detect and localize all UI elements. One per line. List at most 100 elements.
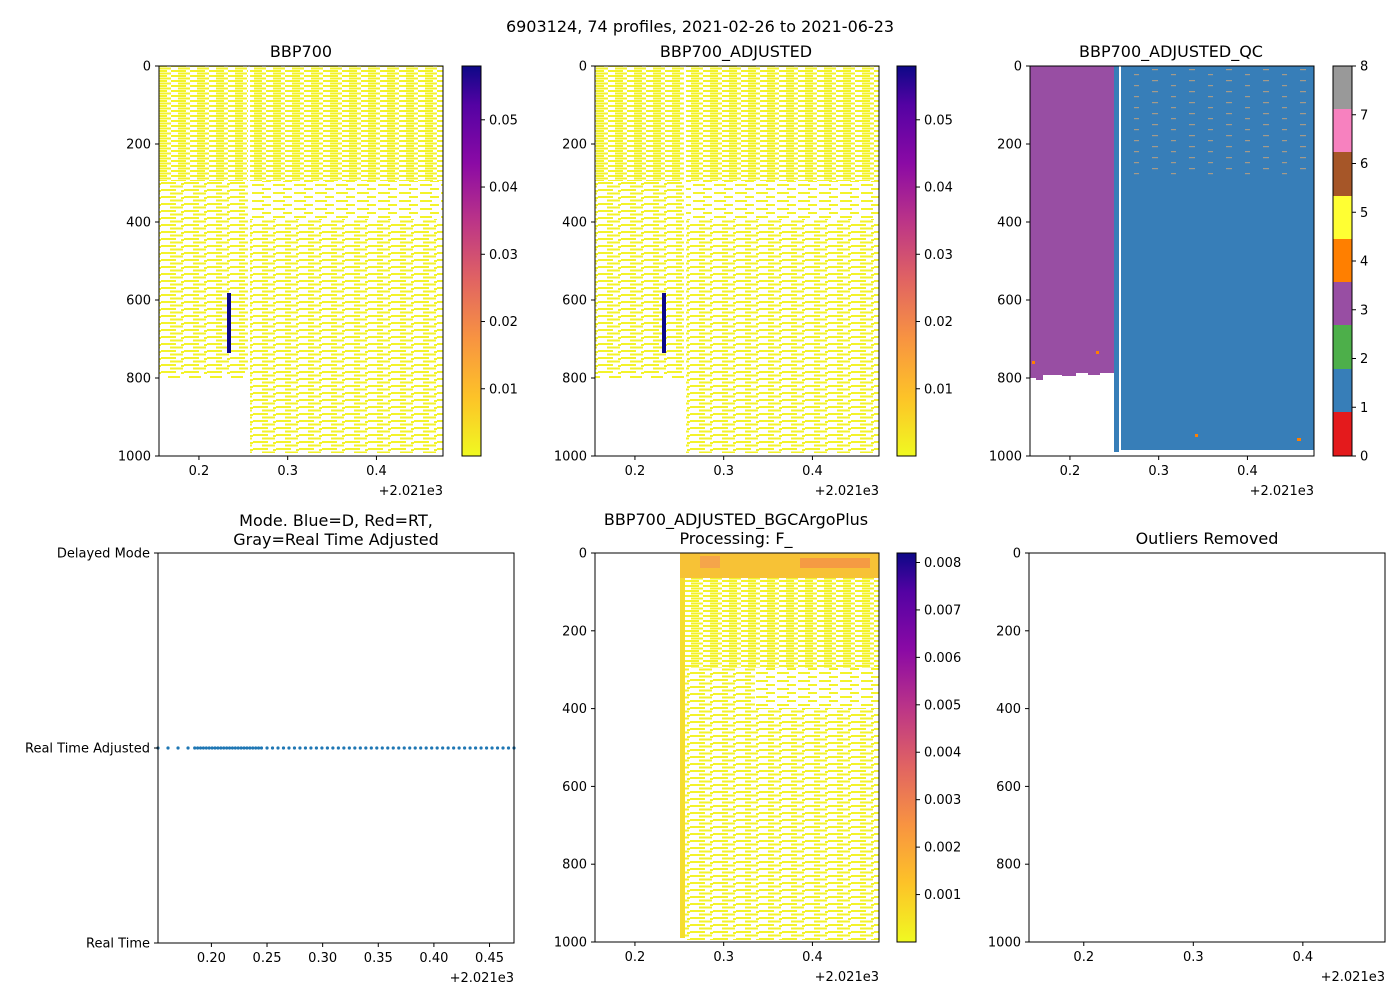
mode-point <box>484 746 489 750</box>
mode-point <box>248 746 252 750</box>
y-tick-label: 200 <box>126 138 151 153</box>
heatmap-left-mid-layer <box>595 181 684 374</box>
mode-point <box>430 746 434 750</box>
x-tick-label: 0.4 <box>1293 950 1314 965</box>
x-tick-label: 0.30 <box>308 951 337 966</box>
x-tick-label: 0.2 <box>1060 464 1081 479</box>
colorbar <box>896 65 917 457</box>
y-category-label: Delayed Mode <box>57 547 150 562</box>
colorbar-tick-label: 0.04 <box>489 181 518 196</box>
mode-point <box>336 746 340 750</box>
y-tick-label: 800 <box>997 372 1022 387</box>
mode-point <box>435 746 439 750</box>
bbp-spike-profile <box>662 293 666 353</box>
panel-mode: Mode. Blue=D, Red=RT, Gray=Real Time Adj… <box>25 511 516 986</box>
mode-point <box>424 746 428 750</box>
mode-point <box>210 746 214 750</box>
mode-point <box>216 746 220 750</box>
mode-point <box>186 746 190 750</box>
x-tick-label: 0.45 <box>475 951 504 966</box>
x-tick-label: 0.40 <box>419 951 448 966</box>
x-offset-label: +2.021e3 <box>815 484 879 499</box>
heatmap-left-mid-layer <box>159 181 249 374</box>
x-offset-label: +2.021e3 <box>1321 970 1385 985</box>
heatmap-left-deep <box>159 374 249 380</box>
mode-point <box>204 746 208 750</box>
x-tick-label: 0.25 <box>253 951 282 966</box>
heatmap-gap-band-fill <box>686 181 879 219</box>
y-category-label: Real Time <box>86 937 150 952</box>
mode-point <box>281 746 286 750</box>
y-tick-label: 600 <box>562 780 587 795</box>
mode-point <box>239 746 243 750</box>
y-tick-label: 200 <box>562 138 587 153</box>
panel-title-line1: BBP700_ADJUSTED_BGCArgoPlus <box>604 510 868 530</box>
mode-point <box>397 746 401 750</box>
x-offset-label: +2.021e3 <box>1250 484 1314 499</box>
panel-bbp700-adjusted: BBP700_ADJUSTED 0 200 400 600 800 1000 0.2 0.3 0… <box>554 42 953 499</box>
mode-point <box>314 746 319 750</box>
x-tick-label: 0.20 <box>197 951 226 966</box>
colorbar-tick-label: 1 <box>1360 401 1368 416</box>
mode-point <box>201 746 206 750</box>
colorbar <box>461 65 482 457</box>
mode-point <box>347 746 351 750</box>
mode-point <box>375 746 379 750</box>
colorbar-tick-label: 0.002 <box>924 841 961 856</box>
colorbar-tick-label: 6 <box>1360 157 1368 172</box>
mode-point <box>353 746 357 750</box>
colorbar-tick-label: 0.01 <box>489 382 518 397</box>
qc-colorbar <box>1332 65 1353 457</box>
heatmap-surface-orange <box>700 556 720 568</box>
y-tick-label: 1000 <box>118 450 151 465</box>
panel-outliers-removed: Outliers Removed 0 200 400 600 800 1000 0.2 0.3… <box>988 529 1386 985</box>
heatmap-region <box>595 66 879 456</box>
heatmap-upper-layer <box>680 578 879 668</box>
qc-1-specks <box>1121 66 1314 176</box>
qc-1-narrow-profile <box>1114 66 1119 452</box>
axes-frame <box>158 65 444 457</box>
x-tick-label: 0.4 <box>1237 464 1258 479</box>
y-tick-label: 400 <box>562 216 587 231</box>
colorbar-tick-label: 7 <box>1360 108 1368 123</box>
mode-point <box>292 746 297 750</box>
panel-bbp700: BBP700 0 200 400 600 800 1000 0.2 0.3 0.4 +2.021e… <box>118 42 518 499</box>
mode-point <box>166 746 170 750</box>
y-tick-label: 400 <box>126 216 151 231</box>
y-tick-label: 1000 <box>554 936 587 951</box>
x-tick-label: 0.2 <box>189 464 210 479</box>
colorbar-tick-label: 4 <box>1360 255 1368 270</box>
bbp-spike-profile <box>227 293 231 353</box>
axes-frame <box>594 552 880 943</box>
x-tick-label: 0.2 <box>625 464 646 479</box>
colorbar-tick-label: 0.04 <box>924 181 953 196</box>
mode-point <box>495 746 500 750</box>
x-tick-label: 0.35 <box>364 951 393 966</box>
x-offset-label: +2.021e3 <box>815 970 879 985</box>
y-tick-label: 0 <box>143 60 151 75</box>
mode-point <box>358 746 362 750</box>
y-tick-label: 0 <box>1014 60 1022 75</box>
x-tick-label: 0.4 <box>802 950 823 965</box>
mode-point <box>196 746 200 750</box>
mode-point <box>320 746 324 750</box>
y-tick-label: 600 <box>562 294 587 309</box>
panel-title: BBP700 <box>270 42 332 61</box>
mode-point <box>222 746 226 750</box>
mode-point <box>236 746 240 750</box>
mode-point <box>468 746 472 750</box>
panel-title-line1: Mode. Blue=D, Red=RT, <box>239 511 433 530</box>
y-tick-label: 1000 <box>554 450 587 465</box>
colorbar-tick-label: 0.03 <box>489 248 518 263</box>
colorbar-tick-label: 0.005 <box>924 698 961 713</box>
mode-point <box>342 746 346 750</box>
y-tick-label: 800 <box>562 858 587 873</box>
mode-point <box>325 746 329 750</box>
mode-point <box>506 746 511 750</box>
mode-point <box>490 746 494 750</box>
mode-point <box>245 746 249 750</box>
colorbar-tick-label: 0.007 <box>924 603 961 618</box>
x-offset-label: +2.021e3 <box>450 971 514 986</box>
heatmap-upper-layer <box>159 66 443 181</box>
